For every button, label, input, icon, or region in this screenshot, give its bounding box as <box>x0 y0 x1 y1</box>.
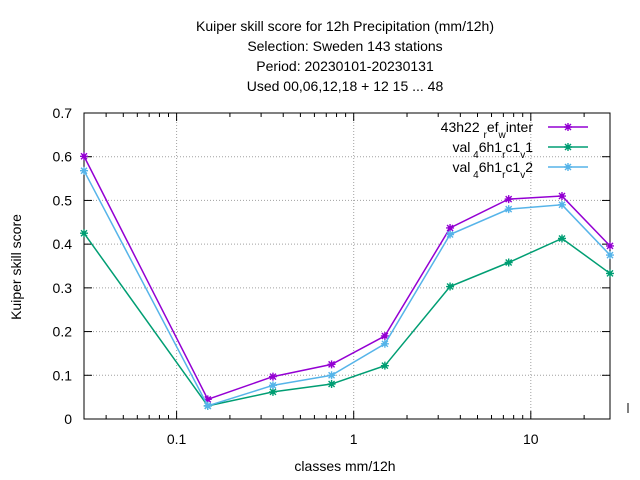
y-axis-label: Kuiper skill score <box>8 214 24 320</box>
data-point-core <box>329 373 334 378</box>
data-point-core <box>270 374 275 379</box>
legend-marker-core <box>566 125 570 129</box>
data-point-core <box>506 197 511 202</box>
x-tick-label: 0.1 <box>167 431 187 447</box>
data-point-core <box>329 382 334 387</box>
y-tick-label: 0.6 <box>53 149 73 165</box>
title-line-4: Used 00,06,12,18 + 12 15 ... 48 <box>247 78 444 94</box>
x-tick-label: 10 <box>523 431 539 447</box>
x-axis-label: classes mm/12h <box>294 458 395 474</box>
title-line-1: Kuiper skill score for 12h Precipitation… <box>196 18 494 34</box>
y-tick-label: 0.2 <box>53 324 73 340</box>
data-point-core <box>506 207 511 212</box>
data-point-core <box>82 168 86 173</box>
legend-item-3: val 46h1rc1v2 <box>452 159 588 181</box>
y-tick-label: 0.1 <box>53 367 73 383</box>
chart-title: Kuiper skill score for 12h Precipitation… <box>196 18 494 94</box>
data-point-core <box>270 389 275 394</box>
data-point-core <box>382 363 387 368</box>
data-point-core <box>608 243 612 248</box>
data-point-core <box>382 341 387 346</box>
data-series <box>80 152 614 410</box>
data-point-core <box>82 154 86 159</box>
legend-label: val 46h1rc1v2 <box>452 159 533 181</box>
x-tick-label: 1 <box>350 431 358 447</box>
series-2 <box>80 229 614 410</box>
data-point-core <box>329 362 334 367</box>
y-tick-label: 0.5 <box>53 192 73 208</box>
y-tick-label: 0.3 <box>53 280 73 296</box>
legend-marker-core <box>566 145 570 149</box>
y-tick-label: 0 <box>64 411 72 427</box>
legend-marker-core <box>566 165 570 169</box>
data-point-core <box>559 194 564 199</box>
data-point-core <box>608 271 612 276</box>
title-line-2: Selection: Sweden 143 stations <box>247 38 442 54</box>
y-tick-label: 0.7 <box>53 105 73 121</box>
data-point-core <box>448 225 453 230</box>
data-point-core <box>506 260 511 265</box>
series-3 <box>80 166 614 410</box>
data-point-core <box>82 231 86 236</box>
legend-label: 43h22 refwinter <box>441 119 534 141</box>
data-point-core <box>382 333 387 338</box>
grid <box>84 113 610 419</box>
data-point-core <box>559 202 564 207</box>
data-point-core <box>559 236 564 241</box>
series-1 <box>80 152 614 404</box>
data-point-core <box>448 232 453 237</box>
legend-item-1: 43h22 refwinter <box>441 119 588 141</box>
plot-frame <box>83 112 611 420</box>
legend-label: val 46h1rc1v1 <box>452 139 533 161</box>
data-point-core <box>608 253 612 258</box>
data-point-core <box>448 284 453 289</box>
legend-item-2: val 46h1rc1v1 <box>452 139 588 161</box>
title-line-3: Period: 20230101-20230131 <box>256 58 434 74</box>
data-point-core <box>205 403 210 408</box>
tick-labels: 0 0.1 0.2 0.3 0.4 0.5 0.6 0.7 0.1 1 10 <box>53 105 539 447</box>
y-tick-label: 0.4 <box>53 236 73 252</box>
data-point-core <box>205 397 210 402</box>
data-point-core <box>270 383 275 388</box>
